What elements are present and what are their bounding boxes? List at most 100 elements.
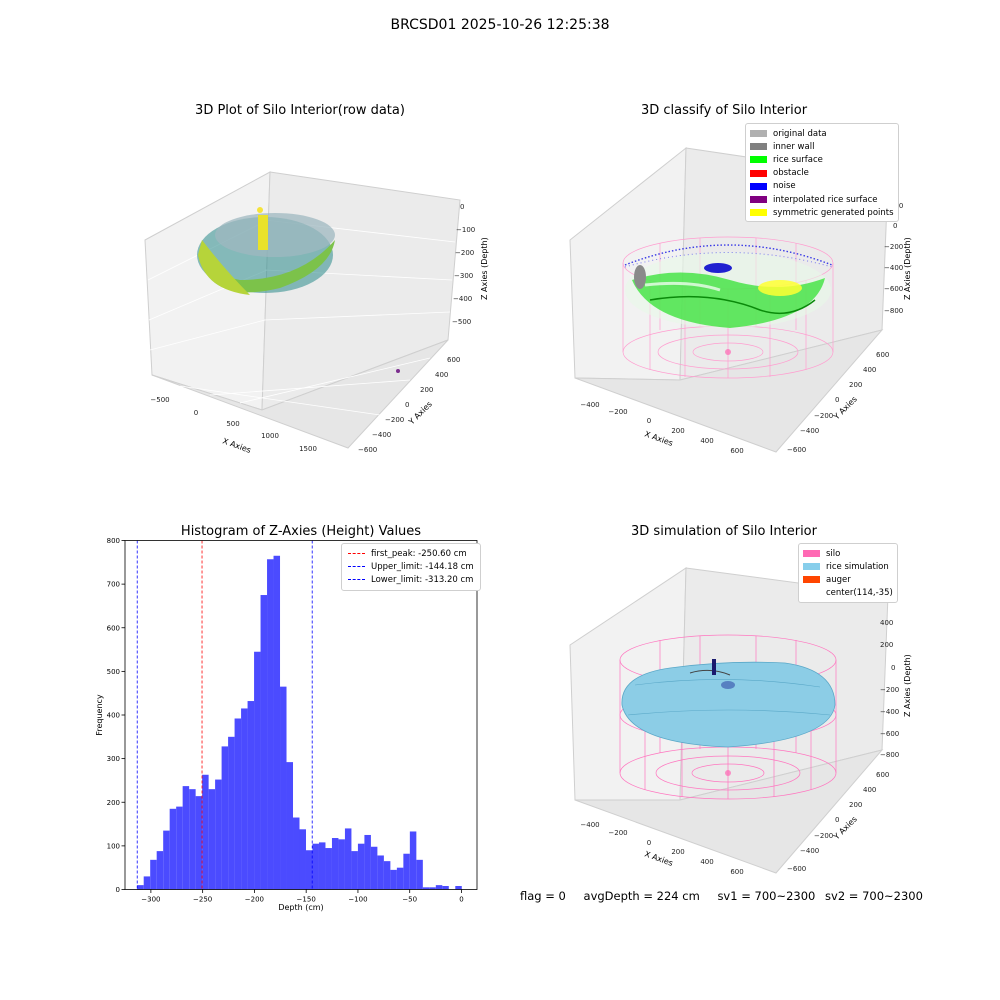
histogram-ytick-label: 700 <box>107 581 120 589</box>
histogram-bar <box>455 886 462 890</box>
classify-3d-plot: −400 −200 0 200 400 600 600 400 200 0 −2… <box>569 146 912 455</box>
histogram-xtick-label: −50 <box>402 896 417 904</box>
status-sv1: sv1 = 700~2300 <box>717 889 816 903</box>
simulation-rice-surface <box>621 661 836 748</box>
histogram-xtick-label: −300 <box>141 896 160 904</box>
histogram-ytick-label: 400 <box>107 712 120 720</box>
simulation-xtick: 0 <box>647 839 651 847</box>
histogram-bar <box>208 789 216 890</box>
histogram-bar <box>273 555 281 890</box>
histogram-bar <box>143 876 151 890</box>
raw-ytick: 400 <box>435 371 448 379</box>
classify-xlabel: X Axies <box>643 429 674 448</box>
histogram-y-ticks: 0 100 200 300 400 500 600 700 800 <box>107 537 125 894</box>
histogram-bar <box>150 859 157 890</box>
histogram-xtick-label: −100 <box>348 896 367 904</box>
classify-ytick: −400 <box>800 427 819 435</box>
status-avg-depth: avgDepth = 224 cm <box>583 889 700 903</box>
raw-xtick: 1000 <box>261 432 279 440</box>
raw-xtick: 500 <box>226 420 239 428</box>
simulation-plot-title: 3D simulation of Silo Interior <box>631 524 817 539</box>
auger-marker <box>712 659 716 675</box>
classify-legend-entry: interpolated rice surface <box>750 193 894 206</box>
simulation-ztick: −400 <box>880 708 899 716</box>
classify-point-cloud <box>624 244 833 355</box>
histogram-bar <box>429 887 436 890</box>
histogram-bar <box>221 746 229 890</box>
histogram-x-ticks: −300 −250 −200 −150 −100 −50 0 <box>141 889 464 904</box>
classify-plot-title: 3D classify of Silo Interior <box>640 103 808 118</box>
histogram-bar <box>351 851 358 890</box>
legend-swatch <box>750 169 767 177</box>
status-sv2: sv2 = 700~2300 <box>825 889 923 903</box>
raw-ytick: −600 <box>358 446 377 454</box>
histogram-bar <box>422 887 430 890</box>
histogram-bar <box>202 774 209 890</box>
simulation-ztick: −600 <box>880 730 899 738</box>
histogram-bar <box>280 686 287 890</box>
simulation-legend-entry: rice simulation <box>803 560 893 573</box>
simulation-ztick: 200 <box>880 641 893 649</box>
classify-legend-entry: original data <box>750 127 894 140</box>
histogram-ylabel: Frequency <box>95 694 104 736</box>
legend-swatch <box>750 130 767 138</box>
simulation-ytick: −600 <box>787 865 806 873</box>
legend-swatch <box>750 182 767 190</box>
histogram-bar <box>260 595 268 890</box>
histogram-ytick-label: 300 <box>107 755 120 763</box>
raw-ytick: −200 <box>385 416 404 424</box>
legend-line <box>348 579 365 581</box>
classify-legend: original data inner wall rice surface ob… <box>745 123 899 223</box>
histogram-bar <box>228 736 235 890</box>
histogram-bar <box>396 867 404 890</box>
classify-xtick: 600 <box>730 447 743 455</box>
simulation-legend-entry: auger <box>803 573 893 586</box>
legend-swatch <box>750 156 767 164</box>
classify-xtick: −400 <box>580 401 599 409</box>
legend-swatch <box>750 196 767 204</box>
raw-3d-plot: −500 0 500 1000 1500 600 400 200 0 −200 … <box>144 171 489 455</box>
histogram-bar <box>215 779 222 890</box>
raw-ztick: −400 <box>453 295 472 303</box>
raw-ylabel: Y Axies <box>406 400 434 428</box>
histogram-bar <box>364 834 371 890</box>
histogram-bar <box>312 843 319 890</box>
status-flag: flag = 0 <box>520 889 566 903</box>
histogram-bar <box>267 559 274 890</box>
histogram-bars <box>137 555 462 890</box>
classify-ztick: −600 <box>884 285 903 293</box>
histogram-bar <box>409 831 417 890</box>
raw-ytick: 0 <box>405 401 409 409</box>
classify-ytick: −200 <box>814 412 833 420</box>
legend-line <box>348 553 365 555</box>
histogram-xtick-label: −200 <box>245 896 264 904</box>
histogram-bar <box>195 796 203 890</box>
histogram-xtick-label: −250 <box>193 896 212 904</box>
raw-ytick: 600 <box>447 356 460 364</box>
simulation-ztick: −200 <box>880 686 899 694</box>
legend-swatch <box>803 550 820 558</box>
raw-ztick: −200 <box>455 249 474 257</box>
histogram-bar <box>189 789 196 890</box>
simulation-xtick: −200 <box>608 829 627 837</box>
classify-ytick: 400 <box>863 366 876 374</box>
classify-xtick: 200 <box>671 427 684 435</box>
histogram-bar <box>377 855 384 890</box>
histogram-ytick-label: 800 <box>107 537 120 545</box>
histogram-bar <box>247 701 255 890</box>
histogram-ytick-label: 200 <box>107 799 120 807</box>
histogram-ytick-label: 0 <box>116 886 120 894</box>
histogram-bar <box>286 762 294 890</box>
histogram-bar <box>234 718 242 890</box>
histogram-bar <box>357 843 365 890</box>
simulation-xtick: 400 <box>700 858 713 866</box>
raw-ytick: 200 <box>420 386 433 394</box>
simulation-ytick: −400 <box>800 847 819 855</box>
simulation-xtick: −400 <box>580 821 599 829</box>
classify-xtick: 0 <box>647 417 651 425</box>
raw-xtick: 1500 <box>299 445 317 453</box>
histogram-bar <box>163 830 170 890</box>
histogram-bar <box>318 842 326 890</box>
histogram-legend-entry: Lower_limit: -313.20 cm <box>348 573 474 586</box>
raw-ytick: −400 <box>372 431 391 439</box>
